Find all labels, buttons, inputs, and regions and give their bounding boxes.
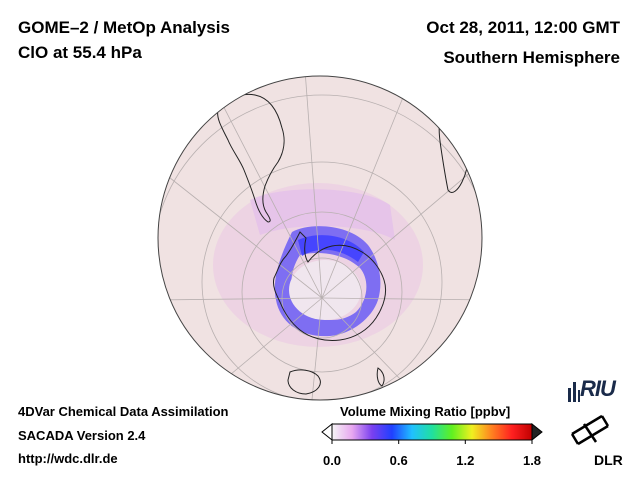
colorbar-tick-label: 1.8 xyxy=(522,453,542,468)
antarctica-coastline xyxy=(273,231,387,341)
upper-clo-band xyxy=(250,189,395,240)
dlr-logo-text: DLR xyxy=(594,452,623,468)
graticule xyxy=(158,76,482,400)
colorbar xyxy=(321,422,543,444)
region-label: Southern Hemisphere xyxy=(443,48,620,67)
colorbar-tick-label: 0.0 xyxy=(322,453,342,468)
globe-outline xyxy=(157,75,483,401)
dlr-logo-icon xyxy=(570,414,610,446)
colorbar-ticks xyxy=(331,440,533,444)
colorbar-max-arrow xyxy=(531,422,543,442)
colorbar-gradient xyxy=(331,423,533,441)
riu-logo-icon xyxy=(568,382,580,402)
footer-method: 4DVar Chemical Data Assimilation xyxy=(18,404,229,419)
colorbar-tick-label: 0.6 xyxy=(389,453,408,468)
datetime-label: Oct 28, 2011, 12:00 GMT xyxy=(426,18,620,37)
south-america-coastline xyxy=(217,93,285,223)
map-title: GOME–2 / MetOp Analysis xyxy=(18,18,230,37)
riu-logo-text: RIU xyxy=(580,376,616,401)
species-label: ClO at 55.4 hPa xyxy=(18,43,142,62)
footer-url[interactable]: http://wdc.dlr.de xyxy=(18,451,118,466)
new-zealand-coastline xyxy=(376,367,385,387)
colorbar-min-arrow xyxy=(321,422,333,442)
australia-coastline xyxy=(287,369,321,395)
colorbar-title: Volume Mixing Ratio [ppbv] xyxy=(340,404,511,419)
colorbar-tick-label: 1.2 xyxy=(456,453,475,468)
footer-version: SACADA Version 2.4 xyxy=(18,428,146,443)
high-clo-core xyxy=(298,235,364,262)
